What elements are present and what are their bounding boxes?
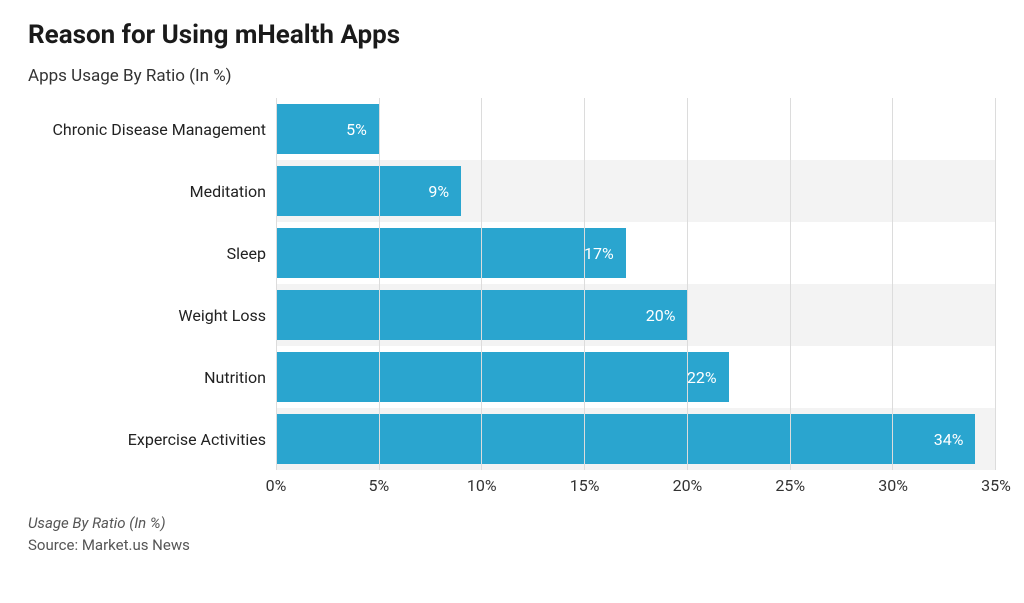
legend-label: Usage By Ratio (In %) (28, 514, 996, 532)
plot-area: 5% 9% 17% 20% 22% 34% (276, 98, 996, 470)
x-axis: 0% 5% 10% 15% 20% 25% 30% 35% (276, 470, 996, 498)
y-axis-label: Meditation (28, 160, 276, 222)
gridline (276, 98, 277, 470)
x-axis-tick: 0% (266, 476, 287, 495)
chart-subtitle: Apps Usage By Ratio (In %) (28, 66, 996, 86)
x-axis-tick: 20% (673, 476, 703, 495)
gridlines (276, 98, 996, 470)
x-axis-tick: 15% (570, 476, 600, 495)
x-axis-tick: 25% (775, 476, 805, 495)
gridline (481, 98, 482, 470)
gridline (687, 98, 688, 470)
y-axis-label: Nutrition (28, 346, 276, 408)
source-label: Source: Market.us News (28, 536, 996, 554)
x-axis-tick: 10% (467, 476, 497, 495)
gridline (379, 98, 380, 470)
x-axis-tick: 5% (368, 476, 389, 495)
y-axis-labels: Chronic Disease Management Meditation Sl… (28, 98, 276, 470)
y-axis-label: Chronic Disease Management (28, 98, 276, 160)
gridline (790, 98, 791, 470)
y-axis-label: Expercise Activities (28, 408, 276, 470)
chart-area: Chronic Disease Management Meditation Sl… (28, 98, 996, 470)
chart-title: Reason for Using mHealth Apps (28, 20, 996, 50)
x-axis-tick: 30% (878, 476, 908, 495)
gridline (584, 98, 585, 470)
gridline (995, 98, 996, 470)
y-axis-label: Sleep (28, 222, 276, 284)
y-axis-label: Weight Loss (28, 284, 276, 346)
gridline (892, 98, 893, 470)
x-axis-tick: 35% (981, 476, 1011, 495)
